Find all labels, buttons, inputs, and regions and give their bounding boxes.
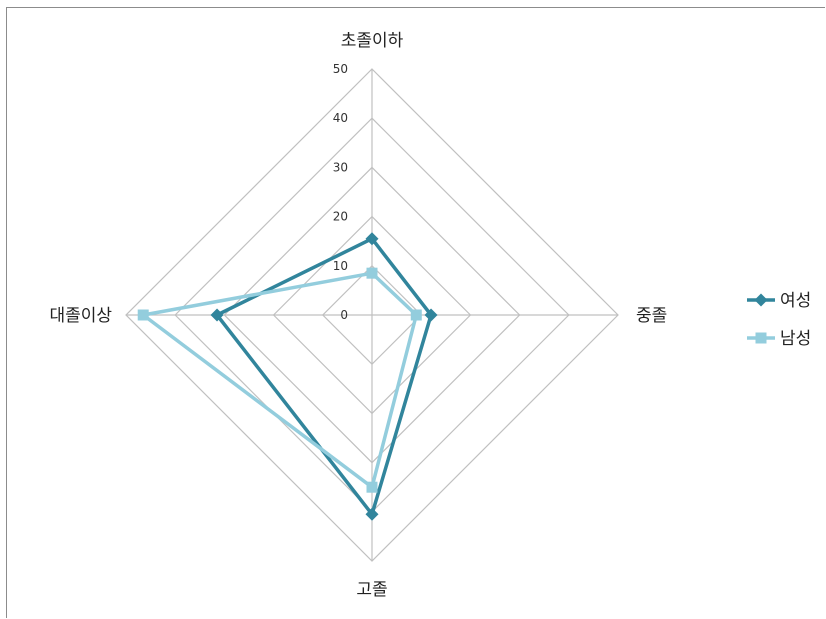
- radial-ticks: 0 10 20 30 40 50: [333, 62, 348, 322]
- data-point-diamond: [365, 232, 379, 246]
- data-point-diamond: [210, 308, 224, 322]
- legend-marker-square: [755, 332, 767, 344]
- tick-label: 40: [333, 111, 348, 125]
- chart-border: [6, 7, 825, 618]
- legend-label: 남성: [780, 329, 811, 349]
- data-point-diamond: [365, 507, 379, 521]
- data-point-square: [366, 481, 378, 493]
- legend-marker-diamond: [754, 293, 768, 307]
- tick-label: 30: [333, 160, 348, 174]
- tick-label: 50: [333, 62, 348, 76]
- legend-label: 여성: [780, 291, 811, 311]
- category-label: 대졸이상: [49, 306, 112, 326]
- tick-label: 10: [333, 259, 348, 273]
- category-label: 초졸이하: [341, 31, 404, 51]
- series-layer: [137, 232, 438, 521]
- tick-label: 20: [333, 210, 348, 224]
- data-point-square: [410, 309, 422, 321]
- data-point-square: [366, 267, 378, 279]
- category-label: 중졸: [636, 306, 667, 326]
- data-point-square: [137, 309, 149, 321]
- data-point-diamond: [424, 308, 438, 322]
- category-label: 고졸: [356, 580, 387, 600]
- tick-label: 0: [340, 308, 348, 322]
